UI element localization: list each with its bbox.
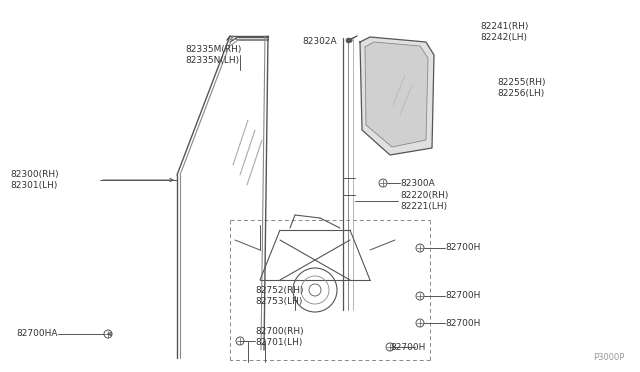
Text: 82241(RH)
82242(LH): 82241(RH) 82242(LH) bbox=[480, 22, 529, 42]
Text: 82700(RH)
82701(LH): 82700(RH) 82701(LH) bbox=[255, 327, 303, 347]
Text: 82700HA: 82700HA bbox=[17, 330, 58, 339]
Text: 82700H: 82700H bbox=[390, 343, 426, 352]
Text: 82700H: 82700H bbox=[445, 318, 481, 327]
Text: 82300(RH)
82301(LH): 82300(RH) 82301(LH) bbox=[10, 170, 59, 190]
Text: 82700H: 82700H bbox=[445, 292, 481, 301]
Text: 82300A: 82300A bbox=[400, 179, 435, 187]
Text: 82255(RH)
82256(LH): 82255(RH) 82256(LH) bbox=[497, 78, 545, 98]
Text: 82335M(RH)
82335N(LH): 82335M(RH) 82335N(LH) bbox=[185, 45, 241, 65]
Text: 82220(RH)
82221(LH): 82220(RH) 82221(LH) bbox=[400, 191, 449, 211]
Text: 82302A: 82302A bbox=[302, 38, 337, 46]
Text: P3000P: P3000P bbox=[594, 353, 625, 362]
Text: 82700H: 82700H bbox=[445, 244, 481, 253]
Polygon shape bbox=[365, 42, 428, 147]
Text: 82752(RH)
82753(LH): 82752(RH) 82753(LH) bbox=[255, 286, 303, 306]
Polygon shape bbox=[360, 37, 434, 155]
